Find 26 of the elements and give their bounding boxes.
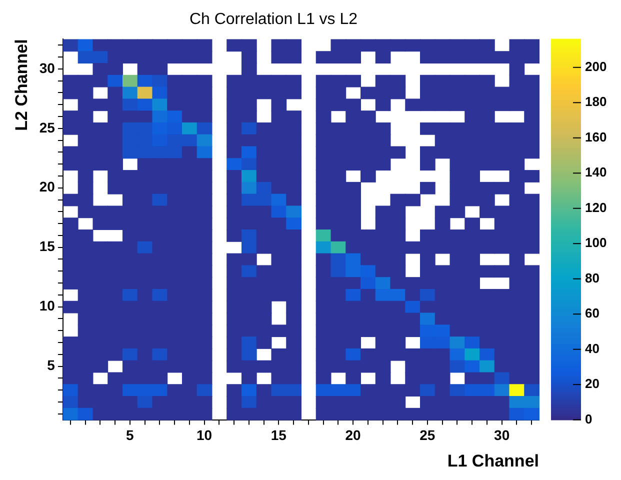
color-bar-label: 80 — [585, 270, 600, 286]
color-bar-label: 0 — [585, 411, 592, 426]
color-bar-label: 160 — [585, 129, 607, 144]
x-tick-label: 20 — [345, 427, 362, 444]
y-tick-label: 15 — [39, 238, 56, 254]
color-bar-label: 100 — [585, 235, 607, 250]
color-bar-label: 140 — [585, 164, 607, 180]
x-axis-title: L1 Channel — [447, 451, 539, 470]
x-tick-label: 5 — [126, 427, 134, 444]
y-axis-title: L2 Channel — [12, 39, 31, 131]
y-tick-label: 30 — [39, 60, 56, 76]
color-bar-label: 200 — [585, 58, 607, 74]
color-bar-label: 120 — [585, 200, 607, 215]
color-bar-label: 40 — [585, 340, 600, 356]
chart-title: Ch Correlation L1 vs L2 — [189, 11, 358, 28]
y-tick-label: 10 — [39, 298, 56, 314]
color-bar-label: 180 — [585, 94, 607, 110]
color-bar-label: 20 — [585, 376, 600, 392]
x-tick-label: 10 — [196, 427, 212, 444]
x-tick-label: 25 — [420, 427, 436, 444]
y-tick-label: 20 — [39, 178, 56, 195]
x-tick-label: 15 — [270, 427, 287, 444]
y-tick-label: 25 — [39, 119, 56, 136]
x-tick-label: 30 — [494, 427, 510, 444]
y-tick-label: 5 — [47, 357, 56, 374]
color-bar-label: 60 — [585, 306, 600, 321]
